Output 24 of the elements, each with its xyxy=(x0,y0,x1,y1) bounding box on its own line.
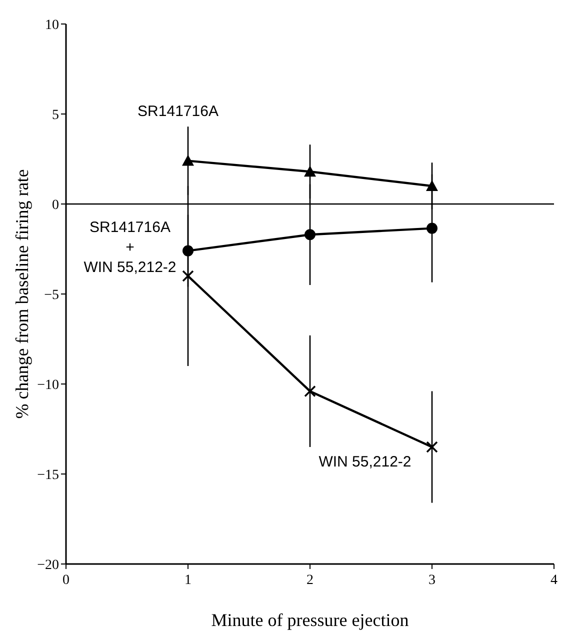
point xyxy=(304,385,316,398)
x-tick-label: 0 xyxy=(62,573,70,588)
y-tick-label: 5 xyxy=(52,108,59,123)
y-tick-label: −5 xyxy=(44,288,59,303)
x-tick-label: 4 xyxy=(550,573,558,588)
text: SR141716A xyxy=(138,103,218,120)
x-tick-label: 2 xyxy=(306,573,314,588)
y-tick-label: 10 xyxy=(45,18,59,33)
point xyxy=(304,229,316,240)
point xyxy=(426,222,438,234)
y-axis-title: % change from baseline firing rate xyxy=(12,169,32,419)
point xyxy=(304,166,316,177)
y-tick-label: 0 xyxy=(52,198,59,213)
x-tick-label: 1 xyxy=(184,573,192,588)
y-tick-label: −20 xyxy=(37,558,59,573)
point xyxy=(182,154,194,166)
point xyxy=(426,441,438,453)
y-tick-label: −10 xyxy=(37,378,59,393)
x-tick-label: 3 xyxy=(428,573,436,588)
series-label: WIN 55,212-2 xyxy=(318,453,412,470)
x-axis-title: Minute of pressure ejection xyxy=(211,610,409,630)
y-tick-label: −15 xyxy=(37,468,59,483)
point xyxy=(182,270,194,282)
series-label: SR141716A + WIN 55,212-2 xyxy=(84,219,176,276)
